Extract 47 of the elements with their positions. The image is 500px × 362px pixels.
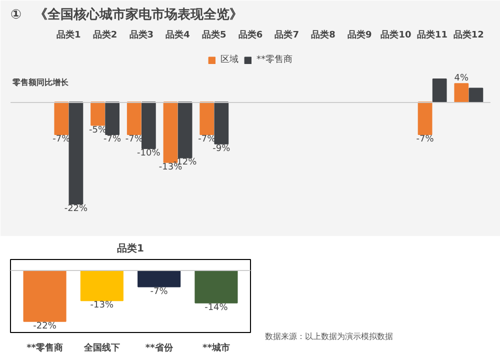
data-label: -7% (104, 134, 122, 145)
legend-label: **零售商 (256, 54, 292, 66)
legend-label: 区域 (220, 54, 240, 66)
x-tick-label: 品类3 (129, 30, 154, 40)
data-label: 4% (454, 74, 469, 84)
bar (454, 83, 469, 103)
data-label: -14% (204, 302, 228, 313)
x-tick-label: 品类2 (92, 30, 118, 40)
bar (178, 102, 192, 158)
x-tick-label: **城市 (202, 342, 230, 354)
bar (68, 102, 84, 204)
x-tick-label: **零售商 (26, 342, 63, 354)
x-tick-label: 品类10 (380, 30, 412, 40)
data-label: -13% (158, 162, 183, 172)
chart-title: 品类1 (117, 242, 144, 254)
x-tick-label: 品类8 (311, 30, 336, 40)
bar (200, 102, 214, 136)
bar (214, 102, 229, 144)
bar (468, 88, 484, 103)
chart-title: ① 《全国核心城市家电市场表现全览》 (10, 6, 243, 22)
bar (418, 102, 432, 136)
data-label: -9% (212, 144, 231, 154)
x-tick-label: 品类12 (453, 30, 484, 40)
data-label: -22% (33, 321, 57, 332)
bar (90, 102, 105, 126)
x-tick-label: 品类1 (56, 30, 81, 40)
x-tick-label: **省份 (145, 342, 174, 354)
x-tick-label: 品类5 (202, 30, 226, 40)
data-label: -13% (90, 300, 114, 311)
data-label: -22% (64, 204, 88, 214)
x-tick-label: 全国线下 (82, 342, 120, 354)
bar (54, 102, 69, 136)
x-tick-label: 品类7 (274, 30, 299, 40)
x-tick-label: 品类9 (347, 30, 372, 40)
x-tick-label: 品类6 (238, 30, 263, 40)
x-tick-label: 品类11 (417, 30, 448, 40)
data-label: -10% (137, 148, 161, 158)
bar (141, 102, 156, 149)
bar (105, 102, 120, 136)
bar (126, 102, 142, 136)
data-label: -7% (150, 286, 168, 297)
source-note: 数据来源：以上数据为演示模拟数据 (265, 331, 393, 342)
data-label: -7% (52, 134, 71, 145)
bar (432, 78, 447, 103)
x-tick-label: 品类4 (166, 30, 190, 40)
data-label: -7% (416, 134, 434, 145)
y-axis-title: 零售额同比增长 (12, 78, 70, 87)
